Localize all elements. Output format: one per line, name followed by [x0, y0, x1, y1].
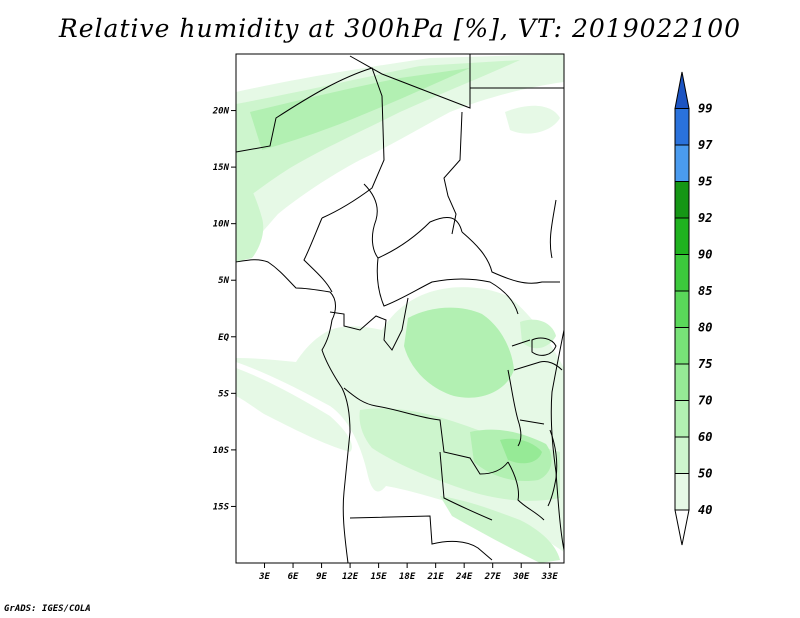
map-title: Relative humidity at 300hPa [%], VT: 201…	[58, 14, 742, 43]
colorbar-label: 92	[698, 211, 712, 225]
longitude-axis: 3E 6E 9E 12E 15E 18E 21E 24E 27E 30E 33E	[258, 563, 558, 582]
colorbar-label: 99	[698, 102, 712, 116]
east-african-borders	[511, 339, 563, 425]
south-lobe	[440, 496, 560, 563]
south-sudan-border	[461, 231, 560, 284]
colorbar-label: 80	[698, 321, 712, 335]
colorbar-segment	[674, 290, 690, 328]
colorbar-segment	[674, 108, 690, 146]
lake-victoria	[531, 337, 557, 356]
colorbar-label: 97	[698, 138, 713, 152]
east-lake-patch	[520, 319, 556, 349]
north-band-core	[236, 60, 520, 206]
nigeria-cameroon-border	[303, 217, 333, 293]
car-drc-border	[376, 257, 519, 315]
colorbar-segment	[674, 144, 690, 182]
egypt-sudan-line	[443, 111, 463, 235]
colorbar-label: 90	[698, 248, 712, 262]
colorbar-segment	[674, 327, 690, 365]
colorbar-label: 85	[698, 284, 712, 298]
colorbar-segment	[674, 181, 690, 219]
lon-tick-label: 6E	[288, 572, 299, 582]
lat-tick-label: 10S	[213, 446, 230, 456]
lon-tick-label: 33E	[541, 572, 559, 582]
angola-zambia-border	[439, 451, 493, 521]
drc-angola-border	[343, 387, 509, 475]
credit-label: GrADS: IGES/COLA	[4, 604, 91, 614]
colorbar-top-arrow	[674, 71, 690, 109]
lat-tick-label: 5N	[218, 276, 229, 286]
lat-tick-label: 5S	[218, 389, 229, 399]
lon-tick-label: 12E	[342, 572, 359, 582]
colorbar-label: 70	[698, 394, 712, 408]
colorbar-bottom-arrow	[674, 509, 690, 546]
northeast-patch	[505, 105, 560, 134]
lon-tick-label: 18E	[399, 572, 416, 582]
congo-gabon-borders	[329, 297, 409, 351]
namibia-border	[349, 515, 493, 561]
lat-tick-label: 15S	[213, 502, 230, 512]
lon-tick-label: 9E	[316, 572, 327, 582]
niger-chad-border	[349, 54, 471, 109]
lake-malawi	[547, 429, 558, 507]
latitude-axis: 20N 15N 10N 5N EQ 5S 10S 15S	[212, 107, 236, 512]
lat-tick-label: EQ	[218, 333, 229, 343]
west-coast-strip	[236, 160, 264, 262]
colorbar-segment	[674, 400, 690, 438]
lat-tick-label: 10N	[213, 220, 230, 230]
southwest-atlantic-plume	[236, 368, 352, 452]
lon-tick-label: 24E	[455, 572, 473, 582]
colorbar-segment	[674, 436, 690, 474]
colorbar-label: 60	[698, 430, 712, 444]
lon-tick-label: 3E	[258, 572, 270, 582]
lon-tick-label: 27E	[484, 572, 502, 582]
humidity-shading	[236, 54, 564, 563]
colorbar-segment	[674, 473, 690, 511]
colorbar: 40 50 60 70 75 80 85 90 92 95 97 99	[674, 71, 713, 546]
congo-basin-patch	[404, 307, 514, 398]
lon-tick-label: 21E	[427, 572, 445, 582]
colorbar-segment	[674, 254, 690, 292]
lat-tick-label: 20N	[212, 107, 230, 117]
colorbar-segment	[674, 217, 690, 255]
zambia-east-border	[507, 461, 545, 521]
colorbar-segment	[674, 363, 690, 401]
colorbar-label: 95	[698, 175, 712, 189]
north-band-streak	[250, 68, 470, 150]
lon-tick-label: 30E	[512, 572, 530, 582]
country-borders	[236, 54, 564, 563]
lat-tick-label: 15N	[213, 163, 230, 173]
southeast-deep-patch	[500, 438, 542, 464]
map-frame	[235, 53, 565, 564]
lake-tanganyika	[507, 369, 522, 447]
lon-tick-label: 15E	[370, 572, 387, 582]
colorbar-label: 40	[698, 503, 712, 517]
colorbar-label: 75	[698, 357, 712, 371]
sudan-ethiopia-border	[549, 199, 557, 259]
west-african-coastline	[236, 259, 351, 563]
colorbar-label: 50	[698, 467, 712, 481]
